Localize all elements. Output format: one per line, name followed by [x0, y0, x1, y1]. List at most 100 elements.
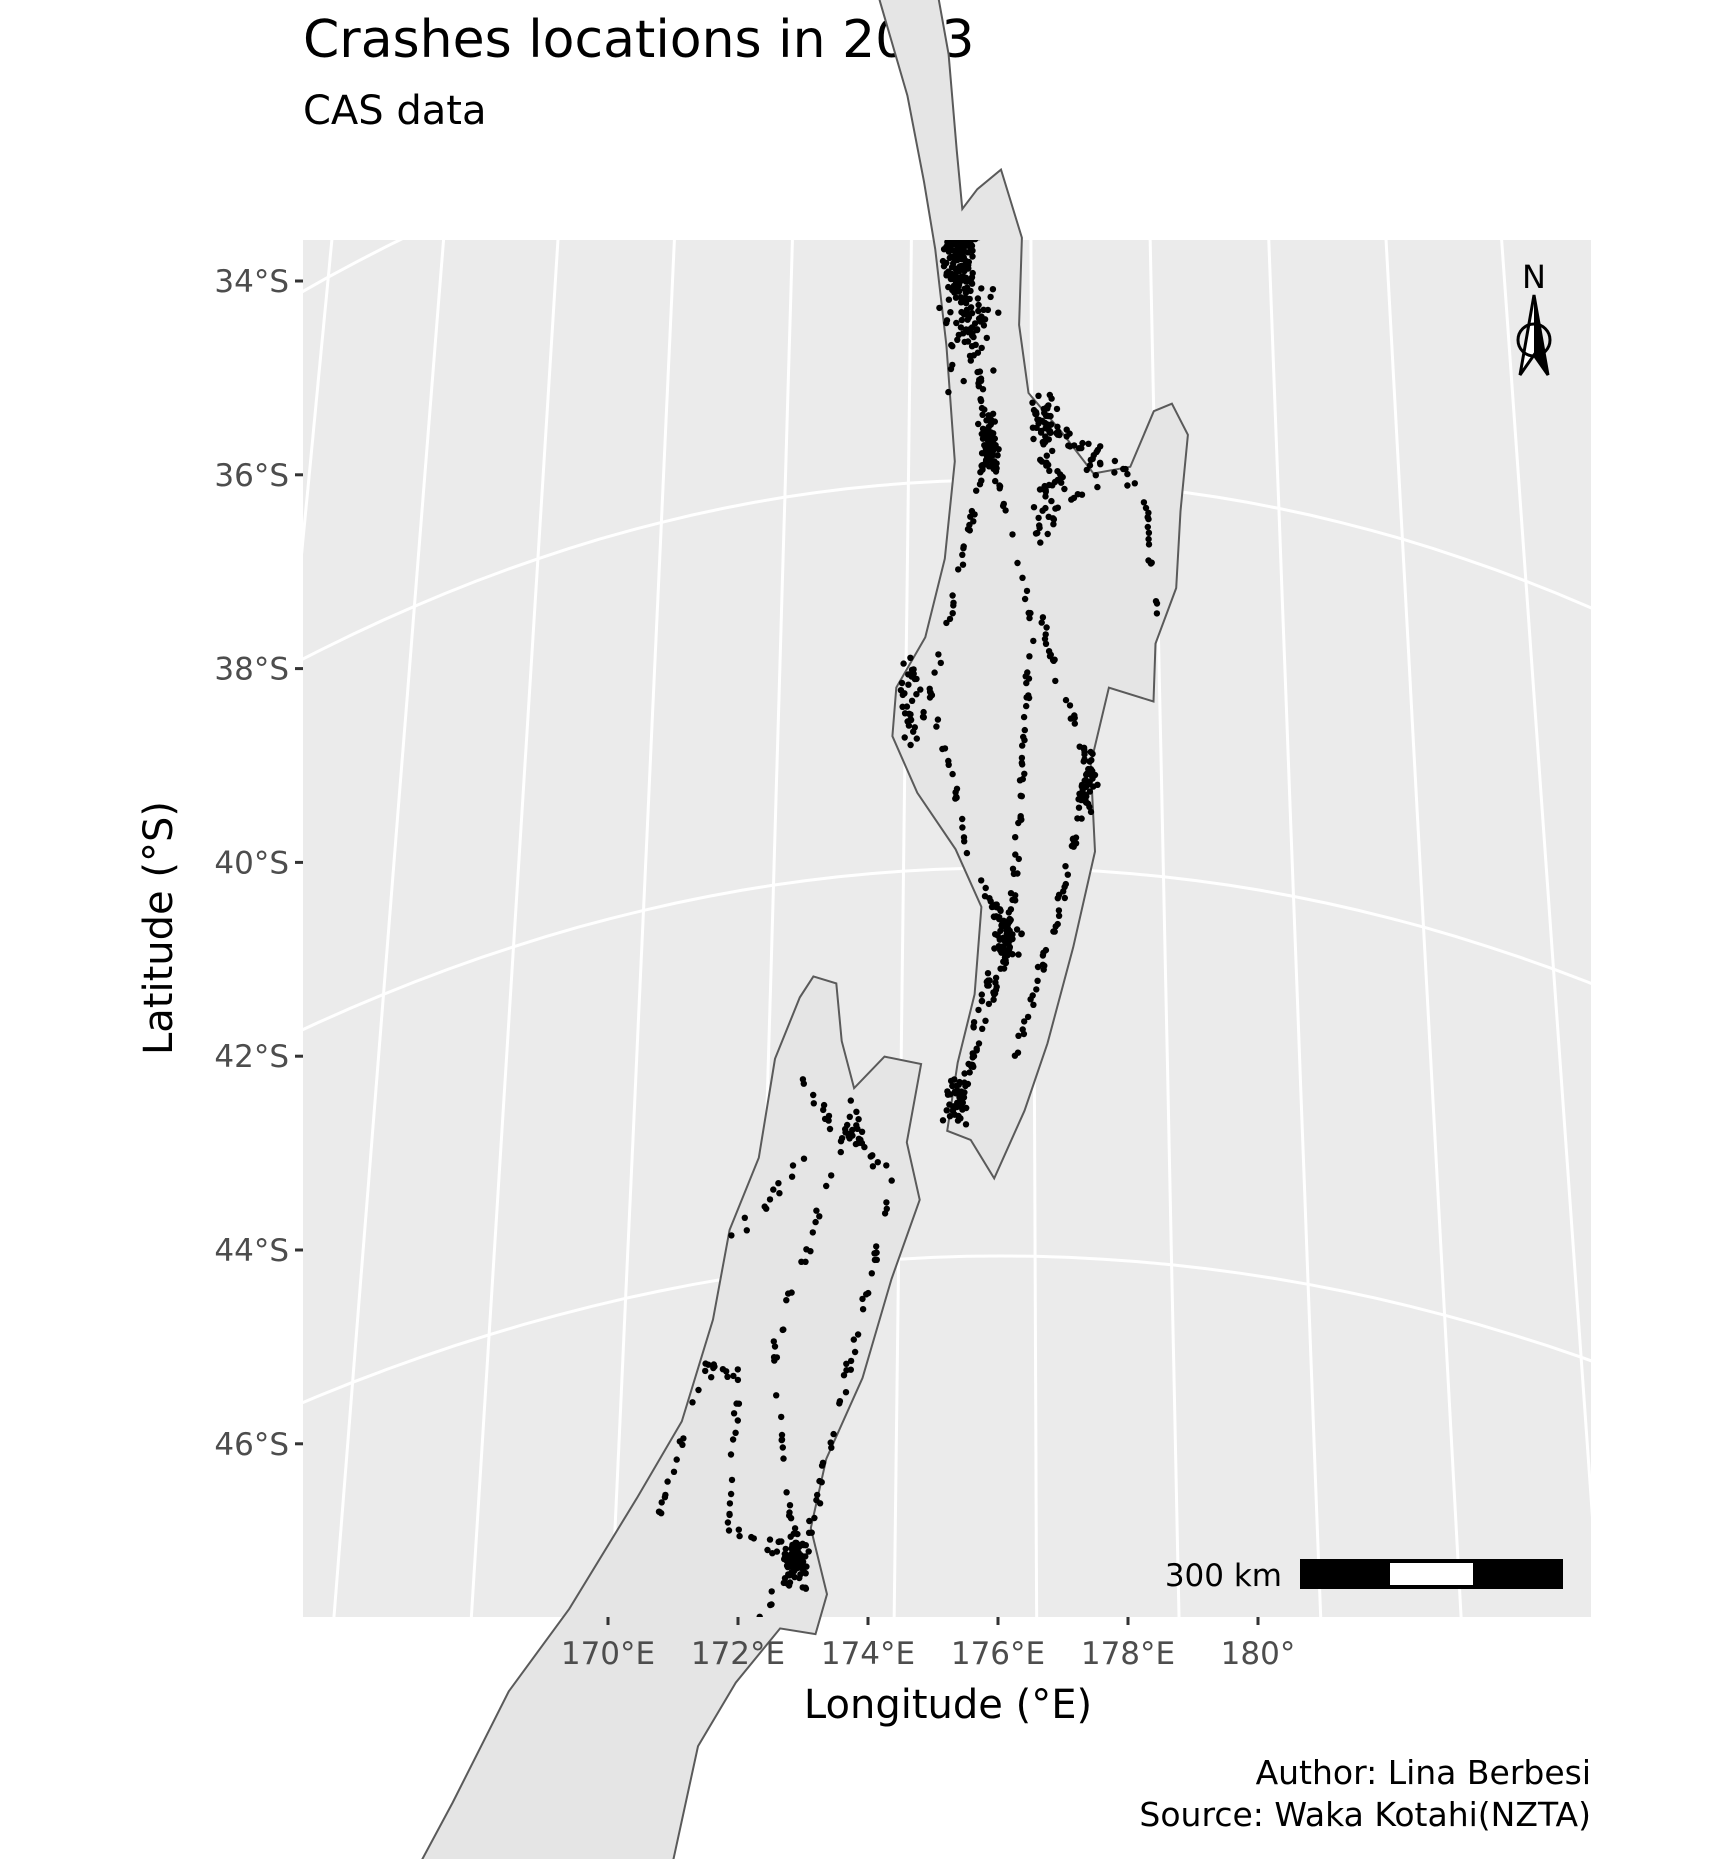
crash-point — [975, 420, 982, 428]
crash-point — [1006, 944, 1013, 951]
crash-point — [838, 1135, 846, 1142]
crash-point — [1015, 855, 1022, 863]
crash-point — [816, 1213, 823, 1220]
crash-point — [830, 1430, 837, 1438]
crash-point — [1071, 720, 1079, 727]
crash-point — [847, 1097, 854, 1104]
crash-point — [905, 722, 913, 729]
crash-point — [854, 1331, 862, 1338]
crash-point — [854, 1139, 862, 1147]
crash-point — [1030, 504, 1038, 511]
crash-point — [732, 1429, 739, 1437]
crash-point — [727, 1451, 735, 1458]
crash-point — [978, 991, 985, 998]
crash-points — [655, 0, 1161, 1617]
crash-point — [1014, 1049, 1022, 1056]
crash-point — [1043, 421, 1051, 428]
crash-point — [937, 659, 944, 667]
y-tick-label: 40°S — [214, 845, 289, 881]
crash-point — [1051, 478, 1059, 486]
crash-point — [1013, 926, 1021, 933]
crash-point — [1058, 479, 1065, 486]
crash-point — [962, 274, 970, 281]
y-tick-label: 46°S — [214, 1427, 289, 1463]
crash-point — [670, 1468, 678, 1476]
crash-point — [734, 1417, 741, 1424]
crash-point — [778, 1413, 785, 1421]
crash-point — [958, 316, 965, 324]
crash-point — [1045, 481, 1053, 489]
crash-point — [1061, 485, 1068, 493]
crash-point — [1022, 702, 1030, 710]
crash-point — [964, 295, 971, 303]
crash-point — [783, 1297, 790, 1304]
north-arrow-label: N — [1522, 258, 1546, 296]
crash-point — [1009, 865, 1017, 872]
crash-point — [972, 341, 979, 348]
crash-point — [1029, 424, 1037, 431]
crash-point — [1046, 467, 1053, 474]
x-tick-label: 172°E — [691, 1636, 785, 1672]
crash-point — [850, 1336, 857, 1343]
crash-point — [920, 708, 927, 716]
crash-point — [883, 1205, 890, 1213]
crash-point — [1001, 954, 1009, 961]
crash-point — [1030, 435, 1037, 443]
crash-point — [823, 1182, 830, 1190]
crash-point — [899, 691, 906, 699]
crash-point — [959, 264, 967, 272]
crash-point — [735, 1400, 743, 1407]
crash-point — [735, 1526, 742, 1533]
crash-point — [1015, 1032, 1022, 1040]
crash-point — [813, 1207, 820, 1214]
crash-point — [776, 1190, 783, 1197]
crash-point — [959, 824, 966, 831]
crash-point — [949, 610, 956, 617]
crash-point — [859, 1306, 867, 1313]
crash-point — [1041, 635, 1049, 643]
grid-meridian — [1148, 240, 1181, 1617]
crash-point — [865, 1289, 872, 1297]
crash-point — [1086, 778, 1093, 786]
crash-point — [1043, 624, 1050, 631]
crash-point — [969, 329, 976, 337]
plot-panel — [303, 240, 1591, 1617]
crash-point — [849, 1132, 856, 1139]
crash-point — [985, 1000, 993, 1008]
crash-point — [978, 877, 985, 884]
crash-point — [1066, 702, 1074, 709]
crash-point — [711, 1363, 718, 1370]
crash-point — [1019, 574, 1026, 581]
crash-point — [846, 1113, 853, 1121]
crash-point — [917, 686, 924, 693]
y-axis-ticks: 34°S 36°S 38°S 40°S 42°S 44°S 46°S — [214, 264, 303, 1463]
crash-point — [981, 406, 988, 413]
crash-point — [960, 545, 967, 552]
crash-point — [770, 1338, 777, 1345]
crash-point — [786, 1509, 793, 1516]
crash-point — [1005, 936, 1013, 944]
crash-point — [911, 724, 918, 731]
crash-point — [1034, 977, 1041, 984]
crash-point — [1019, 742, 1026, 749]
crash-point — [1153, 610, 1161, 617]
crash-point — [1012, 892, 1019, 899]
crash-point — [1066, 430, 1073, 437]
crash-point — [926, 694, 934, 701]
crash-point — [976, 368, 984, 375]
crash-point — [900, 660, 907, 667]
crash-point — [855, 1116, 862, 1123]
crash-point — [913, 675, 920, 683]
crash-point — [941, 745, 949, 752]
crash-point — [952, 294, 960, 301]
crash-point — [869, 1163, 877, 1170]
crash-point — [948, 240, 955, 244]
crash-point — [967, 240, 975, 244]
crash-point — [1145, 515, 1152, 523]
crash-point — [951, 0, 957, 1]
crash-point — [1039, 438, 1047, 446]
crash-point — [962, 289, 970, 297]
crash-point — [768, 1588, 775, 1595]
crash-point — [933, 723, 940, 730]
crash-point — [979, 1025, 986, 1033]
